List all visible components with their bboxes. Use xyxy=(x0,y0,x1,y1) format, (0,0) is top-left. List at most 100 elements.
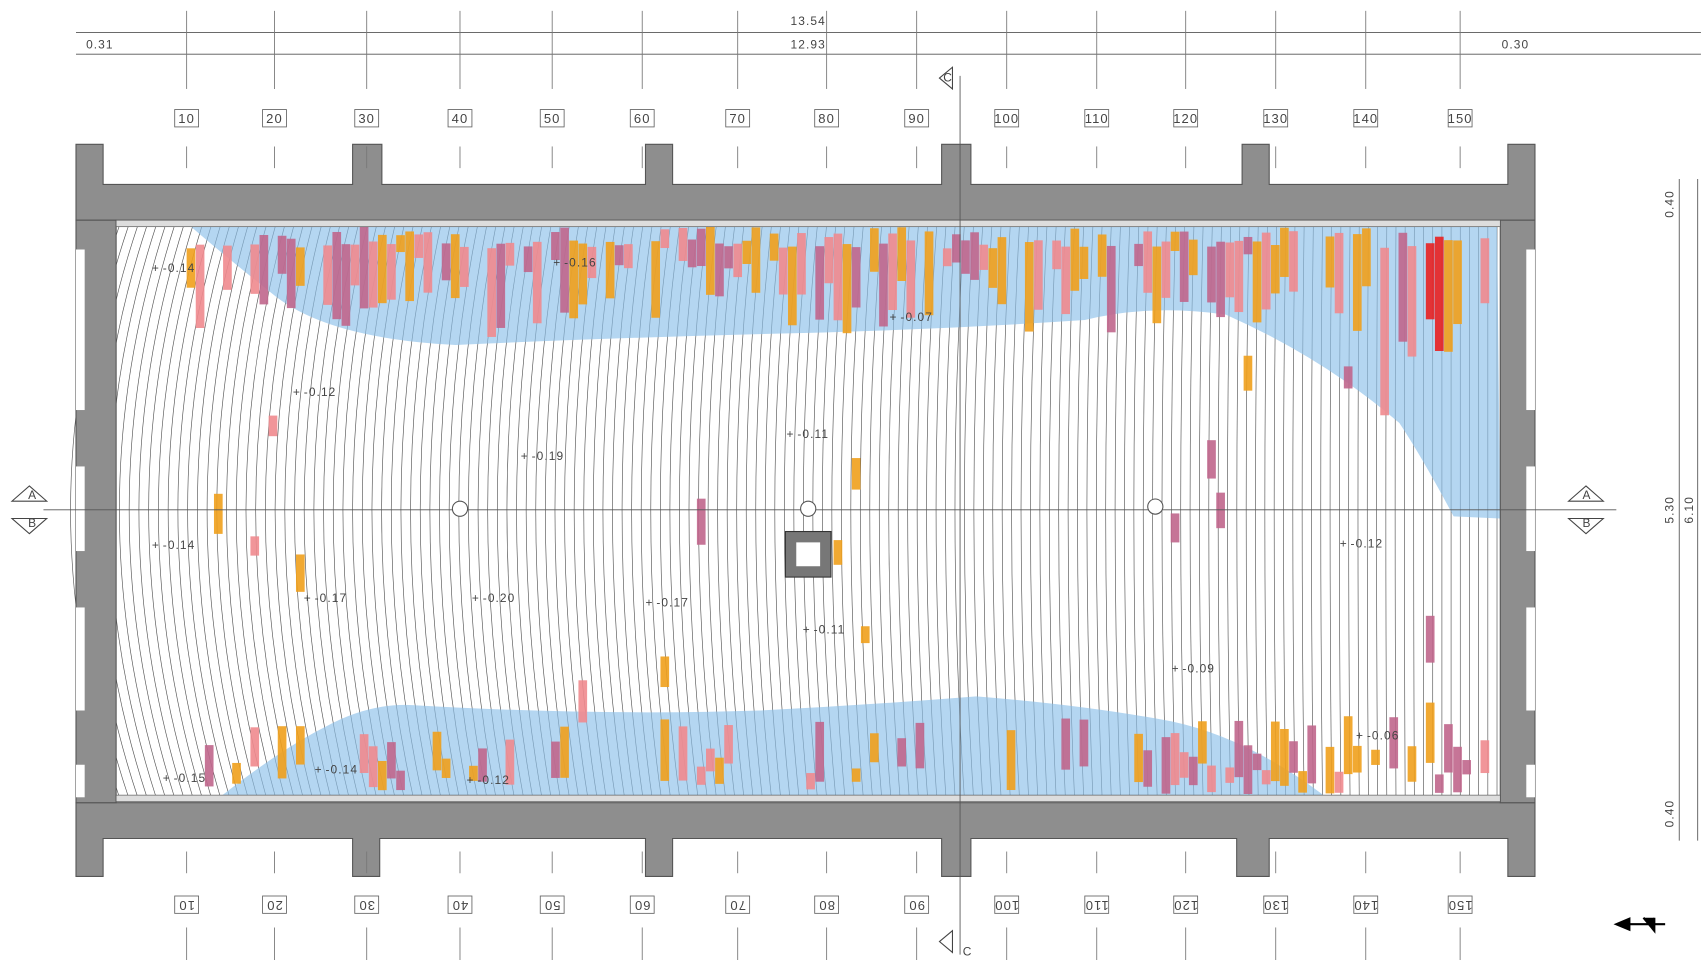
damage-mark xyxy=(815,246,825,320)
dim-text: 0.40 xyxy=(1663,800,1677,828)
damage-mark xyxy=(1134,243,1143,267)
damage-mark xyxy=(1261,232,1271,310)
damage-mark xyxy=(1444,724,1453,773)
section-arrow xyxy=(10,485,49,535)
damage-mark xyxy=(1234,720,1244,778)
grid-box xyxy=(629,895,655,914)
damage-mark xyxy=(742,240,752,264)
elevation-mark: + xyxy=(803,622,811,636)
grid-label: 80 xyxy=(818,111,835,126)
damage-mark xyxy=(259,235,269,305)
damage-mark xyxy=(323,245,332,305)
damage-mark xyxy=(1371,749,1380,765)
opening xyxy=(75,249,85,411)
damage-mark xyxy=(1079,246,1089,279)
damage-mark xyxy=(769,233,779,261)
damage-mark xyxy=(678,227,688,261)
damage-mark xyxy=(1179,231,1189,302)
wall-bottom xyxy=(75,802,1536,878)
damage-mark xyxy=(970,232,979,280)
section-arrow xyxy=(938,929,954,954)
damage-mark xyxy=(250,536,260,556)
grid-label: 90 xyxy=(908,111,925,126)
damage-mark xyxy=(1389,717,1399,769)
damage-mark xyxy=(1207,765,1216,793)
elevation-mark: + xyxy=(521,449,529,463)
damage-mark xyxy=(295,726,305,765)
grid-label: 20 xyxy=(266,111,283,126)
damage-mark xyxy=(860,626,870,644)
damage-mark xyxy=(778,247,788,295)
damage-mark xyxy=(1170,231,1180,251)
grid-label: 140 xyxy=(1353,898,1378,913)
damage-mark xyxy=(277,726,287,779)
damage-mark xyxy=(1270,721,1280,782)
damage-mark xyxy=(250,244,260,294)
grid-box xyxy=(904,109,930,128)
damage-mark xyxy=(1425,702,1435,763)
grid-label: 10 xyxy=(178,111,195,126)
grid-label: 50 xyxy=(544,111,561,126)
damage-mark xyxy=(1243,355,1253,391)
damage-mark xyxy=(469,765,478,781)
damage-mark xyxy=(450,234,460,299)
damage-mark xyxy=(696,766,706,785)
damage-mark xyxy=(359,734,369,773)
joist xyxy=(128,225,175,798)
joist xyxy=(138,225,184,798)
grid-label: 40 xyxy=(452,898,469,913)
section-label: B xyxy=(28,516,37,530)
damage-mark xyxy=(1425,243,1435,320)
damage-mark xyxy=(1252,241,1262,323)
damage-mark xyxy=(532,241,542,324)
damage-mark xyxy=(213,493,223,534)
elevation-mark: + xyxy=(645,595,653,609)
grid-box xyxy=(994,109,1020,128)
damage-mark xyxy=(414,234,424,258)
grid-box xyxy=(814,109,840,128)
damage-mark xyxy=(924,231,934,316)
joist xyxy=(167,225,212,798)
damage-mark xyxy=(560,227,569,313)
section-arrow xyxy=(1567,485,1605,535)
damage-mark xyxy=(696,228,706,267)
elevation-mark: + xyxy=(787,427,795,441)
damage-mark xyxy=(459,246,469,287)
damage-mark xyxy=(1362,228,1371,287)
grid-label: 100 xyxy=(994,898,1019,913)
damage-mark xyxy=(332,231,342,320)
damage-mark xyxy=(788,246,797,326)
damage-mark xyxy=(1444,240,1453,352)
damage-mark xyxy=(223,245,232,290)
joist xyxy=(255,225,295,798)
damage-mark xyxy=(1261,770,1271,785)
grid-label: 120 xyxy=(1173,111,1198,126)
damage-mark xyxy=(1079,719,1089,767)
damage-mark xyxy=(678,726,688,781)
damage-mark xyxy=(387,244,396,300)
damage-mark xyxy=(1380,247,1389,416)
damage-mark xyxy=(1152,246,1162,324)
grid-label: 100 xyxy=(994,111,1019,126)
damage-mark xyxy=(888,233,897,311)
elevation-label: -0.12 xyxy=(477,773,510,787)
damage-mark xyxy=(551,232,560,260)
elevations: + -0.14 + -0.16+ -0.07+ -0.12+ -0.19+ -0.11+ -0.… xyxy=(152,256,1398,787)
grid-box xyxy=(262,895,287,914)
damage-mark xyxy=(359,226,369,309)
damage-mark xyxy=(1480,238,1490,304)
damage-mark xyxy=(1270,245,1280,294)
damage-mark xyxy=(295,554,305,592)
grid-box xyxy=(1447,109,1473,128)
joist xyxy=(197,225,240,798)
grid-label: 60 xyxy=(634,111,651,126)
damage-mark xyxy=(1462,760,1471,775)
damage-mark xyxy=(569,240,579,319)
damage-mark xyxy=(751,227,761,293)
damage-mark xyxy=(797,233,806,295)
grid-box xyxy=(629,109,655,128)
damage-mark xyxy=(1024,242,1034,332)
elevation-label: -0.14 xyxy=(325,762,358,776)
damage-mark xyxy=(1225,767,1235,783)
grid-box xyxy=(904,895,930,914)
